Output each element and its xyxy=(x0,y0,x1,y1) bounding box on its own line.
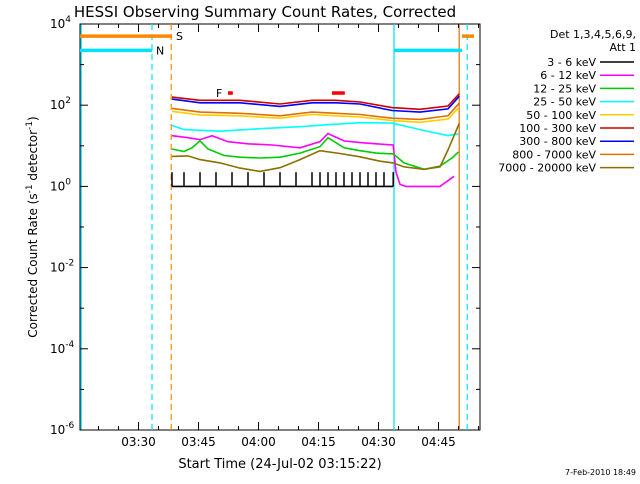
y-tick-label: 10-4 xyxy=(50,340,75,356)
y-axis-label-sup2: -1 xyxy=(25,121,35,130)
flag-bar-label: F xyxy=(216,87,222,100)
y-axis-label-mid: detector xyxy=(26,130,40,185)
y-tick-label-base: 10 xyxy=(50,342,65,356)
chart-title: HESSI Observing Summary Count Rates, Cor… xyxy=(74,3,456,21)
series-group xyxy=(171,93,460,188)
series-line xyxy=(171,121,460,137)
x-tick-label: 04:45 xyxy=(421,435,456,449)
legend-header-attenuator: Att 1 xyxy=(610,41,636,54)
y-tick-label-exp: -4 xyxy=(65,340,74,350)
y-axis-label-main: Corrected Count Rate (s xyxy=(26,193,40,337)
y-tick-label: 104 xyxy=(50,15,71,31)
series-line xyxy=(171,93,460,111)
series-line xyxy=(171,136,459,171)
y-tick-label-exp: 2 xyxy=(65,96,71,106)
x-axis-ticks: 03:30 03:45 04:00 04:15 04:30 04:45 xyxy=(98,24,480,449)
y-tick-label-base: 10 xyxy=(50,17,65,31)
y-tick-label-exp: -2 xyxy=(65,259,74,269)
x-tick-label: 03:45 xyxy=(181,435,216,449)
flag-bars: SN F xyxy=(80,30,474,100)
legend-entry-label: 6 - 12 keV xyxy=(540,69,596,82)
y-tick-label: 10-6 xyxy=(50,421,75,437)
legend-entry-label: 25 - 50 keV xyxy=(533,96,596,109)
series-line xyxy=(171,95,460,113)
legend-entry-label: 3 - 6 keV xyxy=(547,56,596,69)
y-axis-label-end: ) xyxy=(26,116,40,121)
y-tick-label: 10-2 xyxy=(50,259,74,275)
series-line xyxy=(171,123,460,173)
y-tick-label-base: 10 xyxy=(50,179,65,193)
y-tick-label-base: 10 xyxy=(50,98,65,112)
flag-bar-label: N xyxy=(156,44,164,57)
series-line xyxy=(171,102,460,121)
x-tick-label: 04:30 xyxy=(361,435,396,449)
legend-entry-label: 800 - 7000 keV xyxy=(512,148,596,161)
x-axis-label: Start Time (24-Jul-02 03:15:22) xyxy=(178,457,381,472)
y-tick-label-base: 10 xyxy=(50,423,65,437)
y-tick-label: 100 xyxy=(50,177,71,193)
y-axis-label: Corrected Count Rate (s-1 detector-1) xyxy=(25,116,40,337)
flag-bar-label: S xyxy=(176,30,183,43)
y-tick-label-exp: -6 xyxy=(65,421,74,431)
x-tick-label: 04:15 xyxy=(301,435,336,449)
series-line xyxy=(171,106,460,124)
legend-entry-label: 7000 - 20000 keV xyxy=(498,162,596,175)
event-lines xyxy=(80,24,468,430)
plot-frame xyxy=(79,23,481,431)
y-axis-label-sup1: -1 xyxy=(25,184,35,193)
footer-timestamp: 7-Feb-2010 18:49 xyxy=(565,468,636,477)
y-tick-label-exp: 0 xyxy=(65,177,71,187)
series-line xyxy=(171,132,455,188)
legend-entry-label: 12 - 25 keV xyxy=(533,82,596,95)
y-tick-label-exp: 4 xyxy=(65,15,71,25)
legend-entry-label: 100 - 300 keV xyxy=(519,122,596,135)
legend-header-detectors: Det 1,3,4,5,6,9, xyxy=(550,28,636,41)
legend-entry-label: 50 - 100 keV xyxy=(526,109,596,122)
y-tick-label-base: 10 xyxy=(50,261,65,275)
plot-area xyxy=(79,23,481,431)
legend-entry-label: 300 - 800 keV xyxy=(519,135,596,148)
y-tick-label: 102 xyxy=(50,96,71,112)
x-tick-label: 04:00 xyxy=(241,435,276,449)
x-tick-label: 03:30 xyxy=(121,435,156,449)
